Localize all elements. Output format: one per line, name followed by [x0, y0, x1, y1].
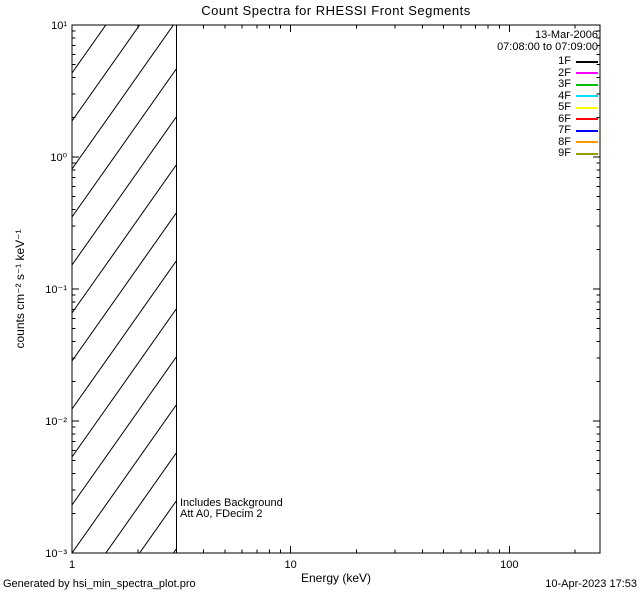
legend-time-range: 07:08:00 to 07:09:00 — [497, 40, 598, 53]
legend-entries: 1F 2F 3F 4F 5F 6F 7F 8F 9F — [497, 55, 598, 160]
legend-entry-line — [576, 60, 598, 63]
hatch-line — [72, 308, 177, 458]
plot-annotations: Includes Background Att A0, FDecim 2 — [180, 498, 283, 520]
hatch-line — [72, 260, 177, 410]
y-axis-label: counts cm⁻² s⁻¹ keV⁻¹ — [13, 229, 27, 349]
hatch-line — [72, 25, 141, 122]
legend-entry-line — [576, 152, 598, 155]
legend-entry: 8F — [497, 135, 598, 149]
legend-entry-label: 6F — [558, 112, 571, 125]
y-tick-label: 10⁻¹ — [45, 284, 67, 296]
legend-entry: 6F — [497, 112, 598, 126]
hatch-line — [72, 25, 175, 170]
generation-timestamp: 10-Apr-2023 17:53 — [545, 578, 637, 590]
x-tick-label: 1 — [69, 559, 75, 571]
legend-entry-label: 4F — [558, 89, 571, 102]
legend-entry-label: 5F — [558, 101, 571, 113]
legend-entry-line — [576, 118, 598, 121]
hatch-line — [72, 116, 177, 266]
hatch-line — [72, 25, 73, 26]
legend-entry-line — [576, 72, 598, 75]
legend-date: 13-Mar-2006 — [535, 29, 598, 41]
y-tick-label: 10¹ — [51, 20, 67, 32]
annotation-includes-background: Includes Background — [180, 497, 283, 509]
y-tick-label: 10⁻³ — [45, 548, 67, 560]
legend-entry-line — [576, 129, 598, 132]
hatch-line — [72, 25, 107, 74]
hatch-line — [138, 500, 177, 553]
x-tick-label: 100 — [500, 559, 518, 571]
legend-entry-line — [576, 106, 598, 109]
legend-entry: 2F — [497, 66, 598, 80]
legend-entry: 3F — [497, 78, 598, 91]
y-tick-label: 10⁰ — [50, 152, 67, 164]
legend-entry-label: 3F — [558, 78, 571, 90]
legend-entry-label: 9F — [558, 147, 571, 159]
legend-entry-label: 2F — [558, 66, 571, 79]
hatch-line — [105, 452, 177, 553]
legend-entry-line — [576, 141, 598, 144]
legend-entry: 4F — [497, 89, 598, 103]
legend-entry: 5F — [497, 101, 598, 114]
annotation-attenuator-state: Att A0, FDecim 2 — [180, 508, 263, 520]
legend-entry: 1F — [497, 55, 598, 68]
legend: 13-Mar-2006 07:08:00 to 07:09:00 1F 2F 3F 4… — [497, 29, 598, 160]
legend-entry: 7F — [497, 124, 598, 137]
x-tick-label: 10 — [285, 559, 297, 571]
hatch-region — [72, 25, 177, 553]
hatch-line — [72, 404, 177, 553]
legend-entry-line — [576, 83, 598, 86]
legend-entry-line — [576, 95, 598, 98]
hatch-line — [72, 68, 177, 218]
legend-entry-label: 8F — [558, 135, 571, 148]
hatch-line — [72, 356, 177, 506]
legend-entry: 9F — [497, 147, 598, 160]
hatch-line — [72, 164, 177, 314]
y-tick-label: 10⁻² — [45, 416, 67, 428]
legend-entry-label: 7F — [558, 124, 571, 136]
x-axis-label: Energy (keV) — [300, 571, 372, 585]
axis-ticks — [71, 24, 600, 554]
hatch-line — [72, 212, 177, 362]
legend-entry-label: 1F — [558, 55, 571, 67]
chart-title: Count Spectra for RHESSI Front Segments — [201, 3, 471, 18]
generator-credit: Generated by hsi_min_spectra_plot.pro — [3, 578, 196, 590]
